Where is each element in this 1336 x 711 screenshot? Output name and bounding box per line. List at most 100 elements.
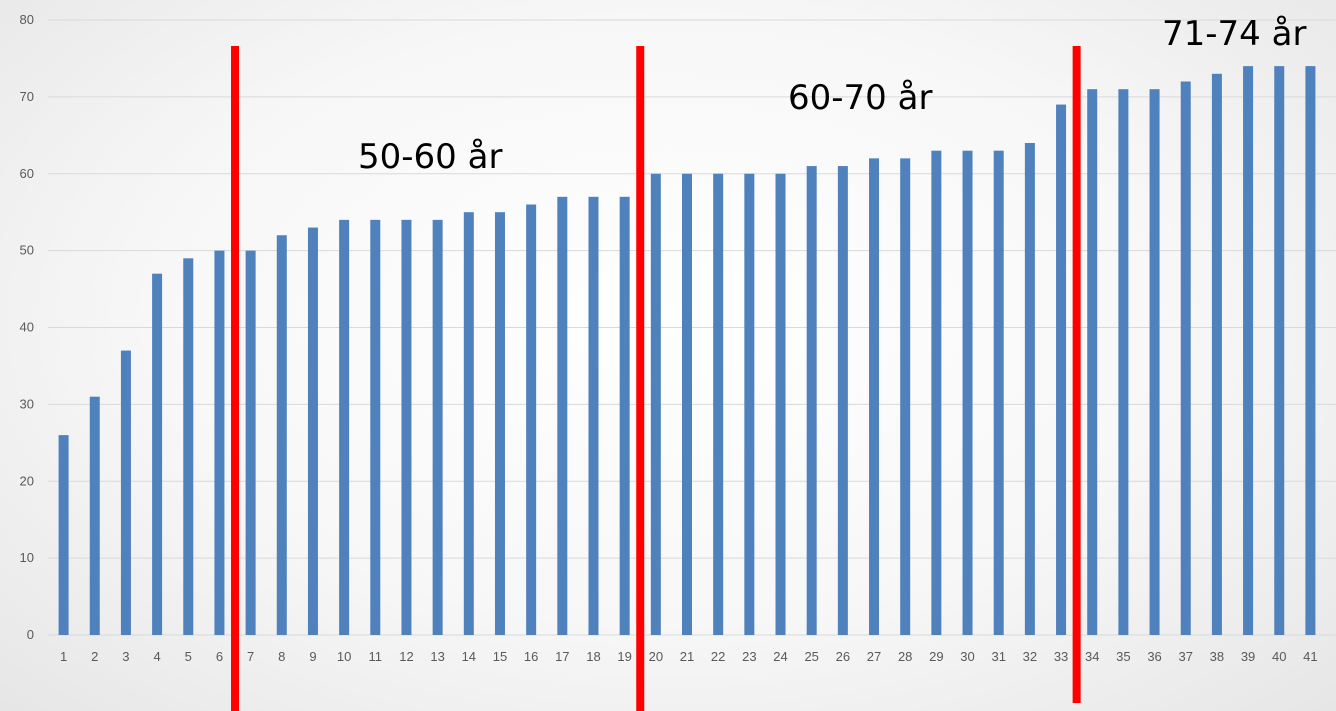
bar bbox=[837, 166, 848, 635]
y-tick-label: 70 bbox=[20, 89, 34, 104]
bar bbox=[494, 212, 505, 635]
y-tick-label: 10 bbox=[20, 550, 34, 565]
bar bbox=[588, 196, 599, 635]
bar bbox=[775, 173, 786, 635]
bar bbox=[619, 196, 630, 635]
x-tick-label: 8 bbox=[278, 649, 285, 664]
x-tick-label: 21 bbox=[680, 649, 694, 664]
x-tick-label: 31 bbox=[991, 649, 1005, 664]
x-tick-label: 36 bbox=[1147, 649, 1161, 664]
x-tick-label: 18 bbox=[586, 649, 600, 664]
bar bbox=[744, 173, 755, 635]
annotation-50-60: 50-60 år bbox=[358, 137, 502, 177]
bar bbox=[370, 219, 381, 635]
bar bbox=[401, 219, 412, 635]
bar bbox=[183, 258, 194, 635]
x-tick-label: 34 bbox=[1085, 649, 1099, 664]
x-tick-label: 22 bbox=[711, 649, 725, 664]
bar bbox=[713, 173, 724, 635]
x-tick-label: 41 bbox=[1303, 649, 1317, 664]
y-tick-label: 50 bbox=[20, 243, 34, 258]
bar bbox=[1274, 66, 1285, 635]
bar bbox=[1024, 143, 1035, 635]
x-tick-label: 17 bbox=[555, 649, 569, 664]
y-tick-label: 80 bbox=[20, 12, 34, 27]
x-axis-ticks: 1 2 3 4 5 6 7 8 9 10 11 12 13 14 15 16 17 18 19 20 21 22 23 24 2… bbox=[60, 649, 1318, 664]
x-tick-label: 14 bbox=[462, 649, 476, 664]
x-tick-label: 27 bbox=[867, 649, 881, 664]
bar bbox=[214, 250, 225, 635]
bar bbox=[1180, 81, 1191, 635]
y-tick-label: 20 bbox=[20, 473, 34, 488]
x-tick-label: 7 bbox=[247, 649, 254, 664]
x-tick-label: 3 bbox=[122, 649, 129, 664]
x-tick-label: 13 bbox=[430, 649, 444, 664]
x-tick-label: 16 bbox=[524, 649, 538, 664]
x-tick-label: 1 bbox=[60, 649, 67, 664]
bar bbox=[806, 166, 817, 635]
bar bbox=[962, 150, 973, 635]
bar bbox=[307, 227, 318, 635]
age-group-labels: 50-60 år 60-70 år 71-74 år bbox=[358, 14, 1306, 177]
x-tick-label: 32 bbox=[1023, 649, 1037, 664]
x-tick-label: 30 bbox=[960, 649, 974, 664]
x-tick-label: 11 bbox=[369, 649, 383, 664]
x-tick-label: 29 bbox=[929, 649, 943, 664]
bar bbox=[276, 235, 287, 635]
x-tick-label: 12 bbox=[399, 649, 413, 664]
bar bbox=[58, 435, 69, 635]
bar bbox=[900, 158, 911, 635]
bar bbox=[650, 173, 661, 635]
y-tick-label: 0 bbox=[27, 627, 34, 642]
x-tick-label: 23 bbox=[742, 649, 756, 664]
bar bbox=[557, 196, 568, 635]
x-tick-label: 6 bbox=[216, 649, 223, 664]
bar bbox=[1149, 89, 1160, 635]
bar bbox=[463, 212, 474, 635]
x-tick-label: 2 bbox=[91, 649, 98, 664]
bar bbox=[1056, 104, 1067, 635]
bar bbox=[1118, 89, 1129, 635]
x-tick-label: 15 bbox=[493, 649, 507, 664]
bar bbox=[682, 173, 692, 635]
y-tick-label: 40 bbox=[20, 320, 34, 335]
x-tick-label: 37 bbox=[1178, 649, 1192, 664]
bar bbox=[245, 250, 256, 635]
x-tick-label: 28 bbox=[898, 649, 912, 664]
bar bbox=[432, 219, 443, 635]
bar bbox=[152, 273, 163, 635]
x-tick-label: 38 bbox=[1210, 649, 1224, 664]
x-tick-label: 20 bbox=[649, 649, 663, 664]
y-tick-label: 60 bbox=[20, 166, 34, 181]
annotation-71-74: 71-74 år bbox=[1162, 14, 1306, 54]
y-axis-ticks: 0 10 20 30 40 50 60 70 80 bbox=[20, 12, 34, 642]
bar bbox=[931, 150, 942, 635]
x-tick-label: 40 bbox=[1272, 649, 1286, 664]
bar bbox=[1243, 66, 1254, 635]
bar bbox=[526, 204, 537, 635]
x-tick-label: 10 bbox=[337, 649, 351, 664]
x-tick-label: 35 bbox=[1116, 649, 1130, 664]
x-tick-label: 19 bbox=[617, 649, 631, 664]
bar bbox=[339, 219, 350, 635]
x-tick-label: 25 bbox=[804, 649, 818, 664]
x-tick-label: 5 bbox=[185, 649, 192, 664]
x-tick-label: 39 bbox=[1241, 649, 1255, 664]
age-group-dividers bbox=[231, 46, 1081, 711]
y-tick-label: 30 bbox=[20, 396, 34, 411]
bar bbox=[993, 150, 1004, 635]
bar bbox=[1305, 66, 1316, 635]
annotation-60-70: 60-70 år bbox=[788, 78, 932, 118]
x-tick-label: 26 bbox=[836, 649, 850, 664]
bar bbox=[1087, 89, 1098, 635]
bars bbox=[58, 66, 1316, 635]
x-tick-label: 9 bbox=[309, 649, 316, 664]
bar bbox=[89, 396, 100, 635]
bar bbox=[120, 350, 131, 635]
bar bbox=[869, 158, 880, 635]
x-tick-label: 24 bbox=[773, 649, 787, 664]
bar bbox=[1211, 73, 1222, 635]
x-tick-label: 4 bbox=[153, 649, 160, 664]
